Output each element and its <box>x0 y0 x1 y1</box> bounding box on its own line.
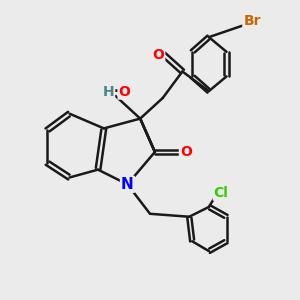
Text: O: O <box>118 85 130 99</box>
Text: Br: Br <box>243 14 261 28</box>
Text: H: H <box>103 85 114 99</box>
Text: O: O <box>180 145 192 159</box>
Text: Cl: Cl <box>214 186 229 200</box>
Text: N: N <box>121 177 134 192</box>
Text: ·: · <box>114 85 119 99</box>
Text: O: O <box>152 48 164 62</box>
